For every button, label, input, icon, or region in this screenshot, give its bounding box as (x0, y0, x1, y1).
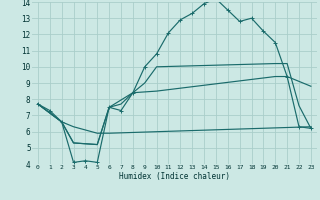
X-axis label: Humidex (Indice chaleur): Humidex (Indice chaleur) (119, 172, 230, 181)
